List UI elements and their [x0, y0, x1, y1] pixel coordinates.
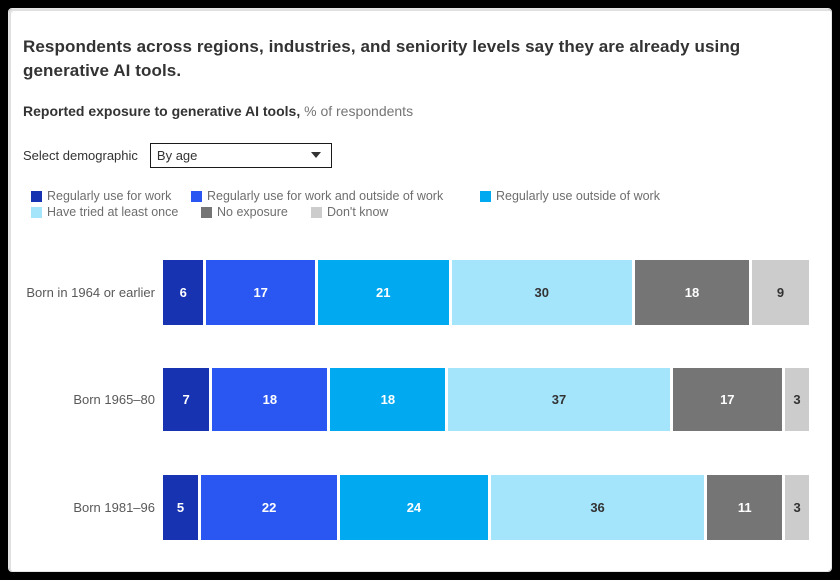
legend-label: Regularly use for work	[47, 189, 172, 203]
legend-item: Have tried at least once	[31, 205, 201, 219]
bar-value: 3	[793, 392, 801, 407]
chart-subtitle: Reported exposure to generative AI tools…	[23, 102, 817, 120]
bar-value: 21	[376, 285, 391, 300]
legend-swatch	[480, 190, 491, 202]
bar-segment: 3	[785, 368, 810, 431]
bar-track: 7 18 18 37 17 3	[163, 368, 810, 431]
bar-value: 18	[684, 285, 700, 300]
bar-segment: 5	[163, 475, 198, 540]
demographic-select-value: By age	[156, 147, 198, 163]
bar-row: Born 1965–80 7 18 18 37 17 3	[23, 368, 810, 431]
chart-subtitle-text: Reported exposure to generative AI tools…	[23, 103, 301, 119]
legend-row: Regularly use for work Regularly use for …	[31, 188, 817, 204]
bar-segment: 24	[340, 475, 488, 540]
bar-segment: 17	[206, 260, 315, 325]
bar-segment: 18	[330, 368, 446, 431]
legend-label: No exposure	[217, 205, 288, 219]
legend-label: Don't know	[327, 205, 389, 219]
bar-segment: 18	[212, 368, 328, 431]
bar-track: 5 22 24 36 11 3	[163, 475, 809, 540]
stacked-bar-chart: Born in 1964 or earlier 6 17 21 30 18 9 Born 19…	[23, 260, 810, 540]
demographic-select[interactable]: By age	[149, 142, 332, 168]
legend-swatch	[31, 190, 42, 202]
bar-segment: 18	[634, 260, 749, 325]
bar-value: 9	[776, 285, 785, 300]
bar-value: 3	[793, 500, 801, 515]
bar-segment: 37	[448, 368, 670, 431]
bar-segment: 17	[672, 368, 783, 431]
legend-item: Regularly use for work and outside of wo…	[191, 189, 480, 203]
bar-value: 17	[253, 285, 268, 300]
bar-segment: 30	[451, 260, 632, 325]
bar-value: 18	[262, 392, 278, 407]
legend-row: Have tried at least once No exposure Don't…	[31, 204, 817, 220]
legend-item: Regularly use for work	[31, 189, 191, 203]
legend-swatch	[31, 206, 42, 218]
legend-label: Have tried at least once	[47, 205, 179, 219]
bar-value: 30	[534, 285, 549, 300]
bar-segment: 22	[200, 475, 338, 540]
bar-value: 7	[182, 392, 190, 407]
bar-value: 11	[737, 500, 752, 515]
bar-segment: 3	[785, 475, 809, 540]
bar-segment: 21	[317, 260, 449, 325]
caret-down-icon	[310, 152, 321, 158]
legend-item: No exposure	[201, 205, 311, 219]
bar-category-label: Born 1965–80	[73, 392, 155, 407]
bar-value: 18	[380, 392, 396, 407]
legend-swatch	[201, 206, 212, 218]
bar-value: 17	[720, 392, 735, 407]
exhibit-page: Respondents across regions, industries, …	[8, 8, 832, 572]
chart-legend: Regularly use for work Regularly use for …	[31, 188, 817, 220]
bar-value: 22	[261, 500, 277, 515]
legend-item: Regularly use outside of work	[480, 189, 660, 203]
bar-track: 6 17 21 30 18 9	[163, 260, 809, 325]
chart-subtitle-unit: % of respondents	[304, 103, 414, 119]
demographic-selector-row: Select demographic By age	[23, 142, 817, 168]
legend-label: Regularly use for work and outside of wo…	[207, 189, 444, 203]
legend-swatch	[311, 206, 322, 218]
legend-item: Don't know	[311, 205, 388, 219]
demographic-select-label: Select demographic	[23, 147, 138, 163]
bar-value: 36	[590, 500, 605, 515]
bar-segment: 9	[751, 260, 809, 325]
bar-value: 5	[176, 500, 185, 515]
legend-swatch	[191, 190, 202, 202]
bar-segment: 7	[163, 368, 210, 431]
bar-segment: 36	[490, 475, 705, 540]
bar-value: 24	[406, 500, 422, 515]
bar-segment: 6	[163, 260, 204, 325]
bar-row: Born in 1964 or earlier 6 17 21 30 18 9	[23, 260, 809, 325]
bar-row: Born 1981–96 5 22 24 36 11 3	[23, 475, 809, 540]
bar-value: 6	[179, 285, 187, 300]
page-title: Respondents across regions, industries, …	[23, 37, 741, 80]
bar-category-label: Born 1981–96	[73, 500, 155, 515]
legend-label: Regularly use outside of work	[496, 189, 660, 203]
bar-category-label: Born in 1964 or earlier	[26, 285, 155, 300]
bar-segment: 11	[707, 475, 783, 540]
bar-value: 37	[551, 392, 567, 407]
